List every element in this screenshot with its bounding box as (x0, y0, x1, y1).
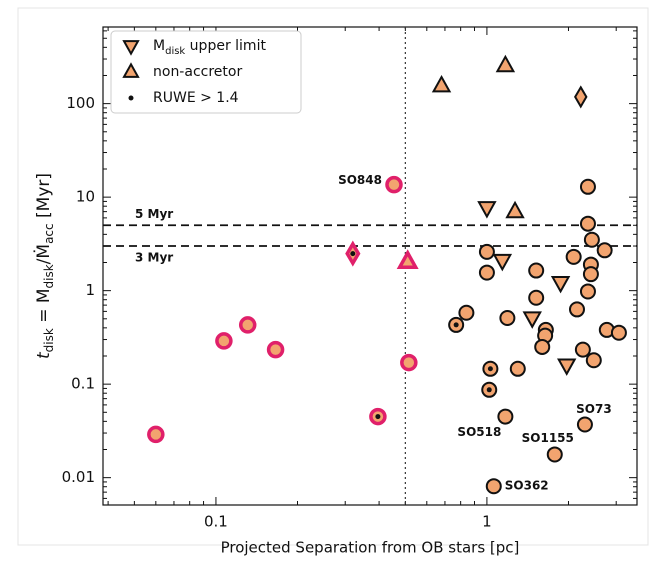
point (583, 231, 600, 248)
point (528, 262, 545, 279)
x-axis-label: Projected Separation from OB stars [pc] (221, 539, 520, 557)
ruwe-dot (453, 322, 459, 328)
point (477, 201, 497, 219)
point (505, 200, 525, 219)
legend-label: non-accretor (153, 64, 242, 80)
point-label: SO73 (576, 402, 612, 416)
legend-label-part: upper limit (185, 38, 266, 54)
y-tick-label: 100 (66, 94, 95, 112)
point (385, 175, 403, 194)
legend-label-part: disk (165, 46, 185, 57)
point (550, 275, 571, 294)
y-tick-label: 10 (76, 188, 95, 206)
point (431, 74, 452, 93)
point (485, 478, 502, 495)
point (546, 446, 563, 463)
ruwe-dot (487, 366, 493, 372)
point (574, 341, 591, 358)
x-tick-label: 0.1 (204, 513, 228, 531)
point-label: SO362 (505, 479, 549, 493)
ruwe-dot (486, 387, 492, 393)
point (528, 289, 545, 306)
line-label: 3 Myr (135, 251, 173, 265)
point (565, 248, 582, 265)
y-axis-label-part: acc (42, 223, 56, 244)
point (579, 283, 596, 300)
y-tick-label: 1 (85, 281, 95, 299)
line-label: 5 Myr (135, 207, 173, 221)
y-axis-label-part: disk (42, 328, 56, 352)
point (215, 332, 233, 350)
point (147, 425, 165, 444)
point (400, 353, 418, 372)
y-axis-label-part: = M (34, 288, 54, 328)
point (478, 264, 495, 281)
plot-frame (102, 26, 638, 506)
legend-label-part: non-accretor (153, 64, 242, 80)
point (574, 85, 588, 109)
ruwe-dot (350, 251, 356, 257)
legend-label: RUWE > 1.4 (153, 90, 239, 106)
legend-marker (122, 40, 140, 56)
ruwe-dot (375, 414, 381, 420)
legend-marker (122, 62, 140, 78)
point-label: SO518 (457, 425, 501, 439)
point (579, 178, 596, 195)
point (238, 316, 257, 334)
point (478, 243, 495, 260)
point (585, 352, 602, 369)
point (509, 360, 526, 377)
legend-box (110, 30, 302, 114)
point (582, 266, 599, 283)
point (596, 242, 613, 259)
point (499, 309, 516, 326)
point-label: SO1155 (522, 431, 574, 445)
outer-frame (17, 7, 649, 546)
x-tick-label: 1 (482, 513, 492, 531)
y-axis-label: tdisk = Mdisk/Ṁacc [Myr] (33, 173, 56, 359)
point (458, 304, 475, 321)
point (497, 408, 514, 425)
legend-marker (128, 95, 134, 101)
point (492, 253, 513, 272)
legend-label: Mdisk upper limit (153, 38, 266, 57)
point (568, 301, 585, 318)
y-tick-label: 0.01 (62, 468, 95, 486)
point (522, 311, 542, 329)
y-axis-label-part: [Myr] (34, 173, 54, 223)
legend-label-part: RUWE > 1.4 (153, 90, 239, 106)
point (557, 358, 577, 376)
point (495, 54, 516, 73)
y-axis-label-part: t (34, 351, 54, 359)
y-axis-label-part: /Ṁ (33, 244, 54, 264)
point (610, 324, 627, 341)
point-label: SO848 (338, 173, 382, 187)
point (576, 416, 593, 433)
y-axis-label-part: disk (42, 264, 56, 288)
point (579, 215, 596, 232)
point (396, 249, 419, 270)
legend-label-part: M (153, 38, 165, 54)
point (534, 338, 551, 355)
point (266, 340, 285, 359)
y-tick-label: 0.1 (71, 375, 95, 393)
